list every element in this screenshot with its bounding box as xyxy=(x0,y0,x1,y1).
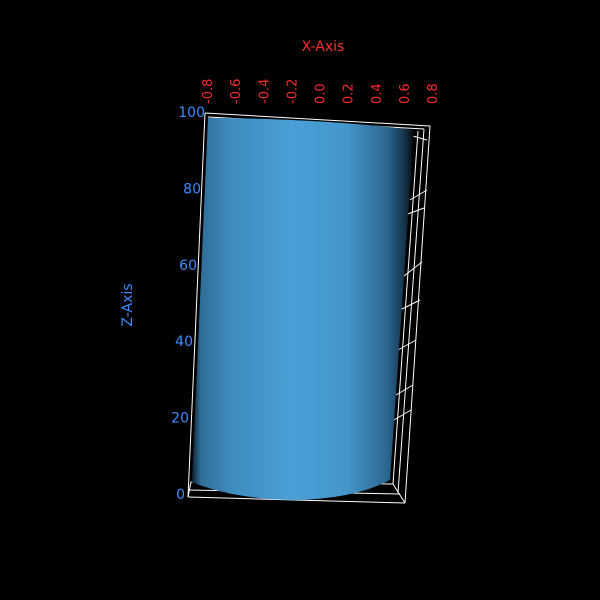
x-axis-ticks: -0.8 -0.6 -0.4 -0.2 0.0 0.2 0.4 0.6 0.8 xyxy=(201,79,441,104)
x-tick-label: 0.0 xyxy=(314,83,329,104)
box-grid-right-8 xyxy=(396,385,413,395)
x-tick-label: 0.8 xyxy=(426,83,441,104)
box-grid-right-3 xyxy=(398,340,416,350)
z-axis-title: Z-Axis xyxy=(120,283,136,326)
x-tick-label: -0.6 xyxy=(229,79,244,104)
z-tick-label: 100 xyxy=(178,105,205,121)
x-tick-label: -0.2 xyxy=(285,79,300,104)
cylinder-body xyxy=(192,118,414,500)
x-tick-label: -0.4 xyxy=(257,79,272,104)
x-tick-label: 0.6 xyxy=(398,83,413,104)
x-tick-label: 0.2 xyxy=(342,83,357,104)
x-tick-label: -0.8 xyxy=(201,79,216,104)
z-tick-label: 0 xyxy=(176,487,185,503)
z-tick-label: 80 xyxy=(183,181,201,197)
box-grid-right-4 xyxy=(394,410,411,420)
x-tick-label: 0.4 xyxy=(370,83,385,104)
x-axis-title: X-Axis xyxy=(302,39,345,55)
box-grid-right-1 xyxy=(410,190,427,200)
z-tick-label: 60 xyxy=(179,258,197,274)
z-tick-label: 40 xyxy=(175,334,193,350)
z-tick-label: 20 xyxy=(171,411,189,427)
box-grid-right-2 xyxy=(404,262,422,276)
cylinder-surface xyxy=(192,118,414,500)
box-grid-right-7 xyxy=(400,300,420,310)
